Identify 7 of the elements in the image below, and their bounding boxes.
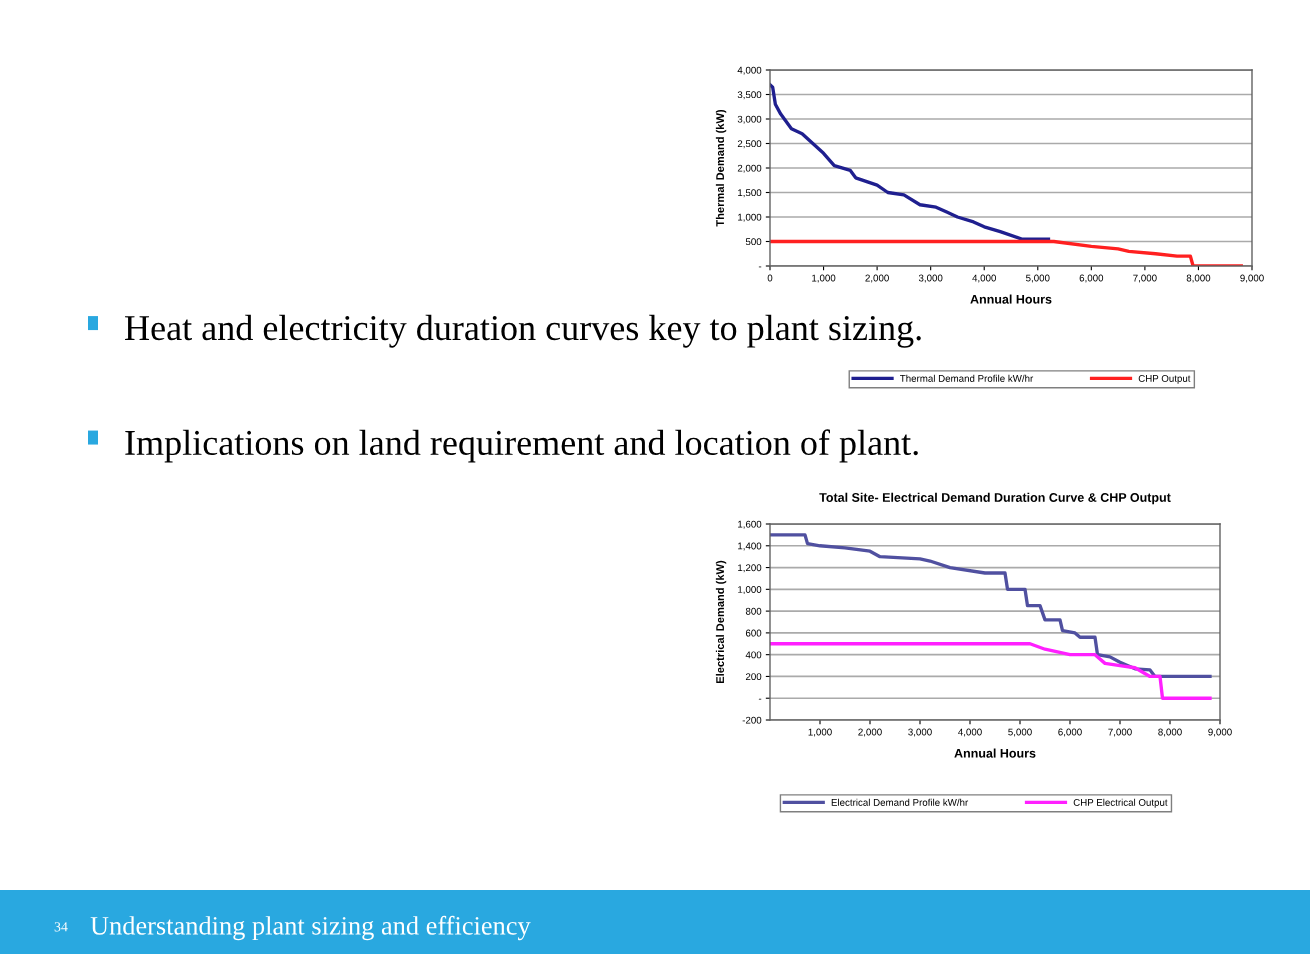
line-series [770, 239, 1243, 266]
text: Implications on land requirement and location of plant. [125, 429, 918, 463]
line-series [770, 83, 1051, 241]
text: Understanding plant sizing and efficiency [90, 915, 531, 941]
line-series [770, 642, 1212, 700]
line-series [770, 533, 1212, 679]
text: Heat and electricity duration curves key to plant sizing. [125, 314, 921, 348]
